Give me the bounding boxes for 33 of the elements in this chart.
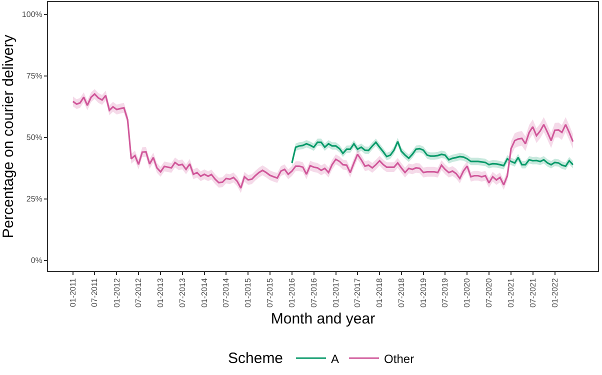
y-tick-label: 75% (26, 72, 42, 81)
legend-label: A (331, 352, 340, 366)
y-tick-label: 25% (26, 194, 42, 204)
x-tick-label: 07-2020 (484, 278, 494, 308)
x-tick-label: 07-2018 (396, 278, 406, 308)
y-tick-label: 0% (30, 256, 42, 266)
x-tick-label: 01-2020 (462, 278, 472, 308)
y-axis-title: Percentage on courier delivery (0, 34, 18, 238)
x-tick-label: 07-2019 (440, 278, 450, 308)
y-tick-label: 50% (26, 133, 42, 142)
x-tick-label: 01-2013 (156, 278, 166, 308)
x-tick-label: 07-2013 (178, 278, 187, 308)
x-tick-label: 07-2014 (222, 278, 231, 308)
x-tick-label: 01-2012 (112, 278, 122, 308)
x-tick-label: 01-2019 (418, 278, 428, 308)
x-tick-label: 01-2021 (506, 278, 516, 308)
x-tick-label: 01-2011 (68, 278, 78, 307)
x-tick-label: 01-2016 (288, 278, 297, 308)
x-tick-label: 07-2012 (134, 278, 144, 308)
x-tick-label: 07-2016 (309, 278, 318, 308)
x-tick-label: 07-2017 (353, 278, 362, 308)
legend-label: Other (384, 352, 414, 366)
x-tick-label: 07-2021 (528, 278, 538, 308)
x-tick-label: 07-2015 (265, 278, 274, 308)
x-tick-label: 01-2015 (244, 278, 253, 308)
x-tick-label: 07-2011 (90, 278, 100, 307)
x-axis-title: Month and year (270, 310, 376, 328)
x-tick-label: 01-2022 (550, 278, 560, 308)
x-tick-label: 01-2014 (200, 278, 209, 308)
y-tick-label: 100% (22, 10, 42, 20)
x-tick-label: 01-2017 (331, 278, 340, 308)
legend-title: Scheme (228, 350, 284, 368)
x-tick-label: 01-2018 (375, 278, 384, 308)
